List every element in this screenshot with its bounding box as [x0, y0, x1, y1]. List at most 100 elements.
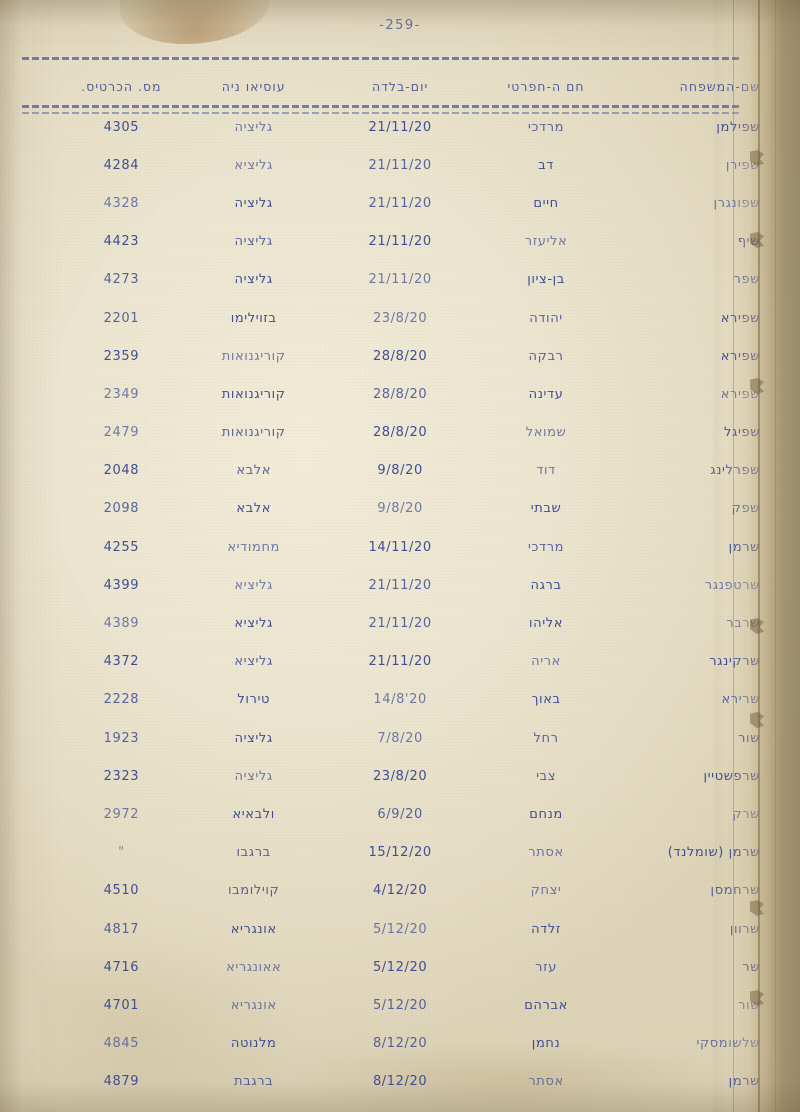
cell-given-name: יהודה: [529, 310, 563, 326]
cell-birth-date: 21/11/20: [368, 616, 432, 632]
cell-origin: ברגבו: [236, 845, 271, 861]
table-row: שפרלינג דוד 9/8/20 אלבא 2048: [60, 452, 760, 490]
cell-origin: מלנוטה: [230, 1036, 277, 1052]
cell-birth-date: 5/12/20: [372, 997, 428, 1013]
cell-surname: שפירא: [720, 386, 760, 402]
table-row: שפירא עדינה 28/8/20 קוריגנואות 2349: [60, 375, 760, 413]
cell-origin: אונגריא: [230, 921, 277, 937]
cell-origin: ולבאיא: [232, 806, 275, 822]
cell-given-name: יצחק: [530, 883, 562, 899]
table-row: שפיגל שמואל 28/8/20 קוריגנואות 2479: [60, 414, 760, 452]
cell-card-number: 4372: [103, 654, 140, 670]
table-row: שרקינגר אריה 21/11/20 גליציא 4372: [60, 643, 760, 681]
table-header: שם-המשפחה חם ה-חפרטי יום-בלדה עוסיאו ניה…: [60, 64, 760, 108]
table-row: שרמן אסתר 8/12/20 ברגבת 4879: [60, 1063, 760, 1101]
table-row: שרירא באוך 14/8'20 טירול 2228: [60, 681, 760, 719]
cell-birth-date: 21/11/20: [368, 577, 432, 593]
cell-given-name: אסתר: [528, 845, 564, 861]
cell-given-name: דוד: [536, 463, 556, 479]
column-header-card-number: מס. הכרטיס.: [81, 78, 162, 94]
table-row: שפק שבתי 9/8/20 אלבא 2098: [60, 490, 760, 528]
cell-origin: אלבא: [236, 501, 272, 517]
register-table: שם-המשפחה חם ה-חפרטי יום-בלדה עוסיאו ניה…: [60, 64, 760, 1112]
cell-surname: שרחמסן: [710, 883, 760, 899]
table-row: שרוון זלדה 5/12/20 אונגריא 4817: [60, 910, 760, 948]
table-row: שפירן דב 21/11/20 גליציא 4284: [60, 146, 760, 184]
cell-birth-date: 28/8/20: [372, 386, 428, 402]
cell-card-number: 2349: [103, 386, 140, 402]
cell-birth-date: 21/11/20: [368, 119, 432, 135]
cell-surname: שפר: [733, 272, 760, 288]
cell-origin: גליציה: [234, 234, 273, 250]
table-row: שרבר אליהו 21/11/20 גליציא 4389: [60, 604, 760, 642]
cell-card-number: 4817: [103, 921, 140, 937]
table-row: שפר בן-ציון 21/11/20 גליציה 4273: [60, 261, 760, 299]
cell-card-number: 2048: [103, 463, 140, 479]
cell-given-name: אסתר: [528, 1074, 564, 1090]
cell-given-name: מנחם: [529, 806, 563, 822]
cell-card-number: 2201: [103, 310, 140, 326]
cell-surname: שפירן: [725, 157, 760, 173]
cell-origin: גליציה: [234, 195, 273, 211]
table-row: שפילמן מרדכי 21/11/20 גליציה 4305: [60, 108, 760, 146]
cell-birth-date: 21/11/20: [368, 195, 432, 211]
page-number: -259-: [379, 18, 421, 33]
cell-origin: מחמודיא: [227, 539, 280, 555]
cell-birth-date: 6/9/20: [377, 806, 423, 822]
cell-surname: שפק: [731, 501, 760, 517]
cell-origin: ברגבת: [234, 1074, 274, 1090]
cell-surname: שרבר: [726, 616, 760, 632]
cell-given-name: צבי: [536, 768, 557, 784]
cell-surname: שור: [738, 997, 760, 1013]
cell-birth-date: 28/8/20: [372, 425, 428, 441]
cell-given-name: רחל: [533, 730, 559, 746]
cell-surname: שרוון: [729, 921, 760, 937]
table-row: שר עזר 5/12/20 אאונגריא 4716: [60, 948, 760, 986]
table-row: שור רחל 7/8/20 גליציה 1923: [60, 719, 760, 757]
table-row: שרק מנחם 6/9/20 ולבאיא 2972: [60, 795, 760, 833]
cell-given-name: מרדכי: [528, 539, 565, 555]
cell-card-number: 4305: [103, 119, 140, 135]
cell-card-number: 4389: [103, 616, 140, 632]
cell-origin: גליציא: [234, 577, 273, 593]
cell-birth-date: 23/8/20: [372, 310, 428, 326]
cell-birth-date: 21/11/20: [368, 234, 432, 250]
cell-given-name: בן-ציון: [527, 272, 565, 288]
cell-card-number: 4328: [103, 195, 140, 211]
cell-surname: שרמן (שומלנד): [667, 845, 760, 861]
cell-birth-date: 4/12/20: [372, 883, 428, 899]
cell-surname: שרפשטיין: [703, 768, 760, 784]
cell-birth-date: 14/8'20: [373, 692, 427, 708]
cell-origin: בזוילימו: [230, 310, 277, 326]
cell-surname: שר: [742, 959, 760, 975]
cell-birth-date: 14/11/20: [368, 539, 432, 555]
table-row: שוררוב8/12/20בורגבה4878: [60, 1101, 760, 1112]
cell-surname: שרקינגר: [709, 654, 760, 670]
table-row: שיף אליעזר 21/11/20 גליציה 4423: [60, 223, 760, 261]
cell-origin: גליציה: [234, 119, 273, 135]
cell-surname: שרק: [732, 806, 760, 822]
table-row: שור אברהם 5/12/20 אונגריא 4701: [60, 986, 760, 1024]
header-row: שם-המשפחה חם ה-חפרטי יום-בלדה עוסיאו ניה…: [60, 64, 760, 108]
table-row: שרפשטיין צבי 23/8/20 גליציה 2323: [60, 757, 760, 795]
column-header-birth-date: יום-בלדה: [371, 78, 429, 94]
cell-card-number: 1923: [103, 730, 140, 746]
cell-given-name: רוב: [476, 1101, 617, 1112]
cell-birth-date: 15/12/20: [368, 845, 432, 861]
cell-surname: שור: [738, 730, 760, 746]
cell-surname: שפרלינג: [710, 463, 760, 479]
table-row: שפירא רבקה 28/8/20 קוריגנואות 2359: [60, 337, 760, 375]
column-header-origin: עוסיאו ניה: [221, 78, 286, 94]
table-row: שפונגרן חיים 21/11/20 גליציה 4328: [60, 184, 760, 222]
cell-card-number: ": [118, 845, 125, 861]
cell-surname: שפירא: [720, 310, 760, 326]
header-rule-top: [22, 57, 740, 60]
cell-card-number: 2972: [103, 806, 140, 822]
cell-card-number: 2359: [103, 348, 140, 364]
cell-card-number: 2098: [103, 501, 140, 517]
cell-origin: גליציה: [234, 768, 273, 784]
cell-surname: שפיגל: [724, 425, 760, 441]
cell-surname: שרמן: [728, 539, 760, 555]
cell-card-number: 4510: [103, 883, 140, 899]
